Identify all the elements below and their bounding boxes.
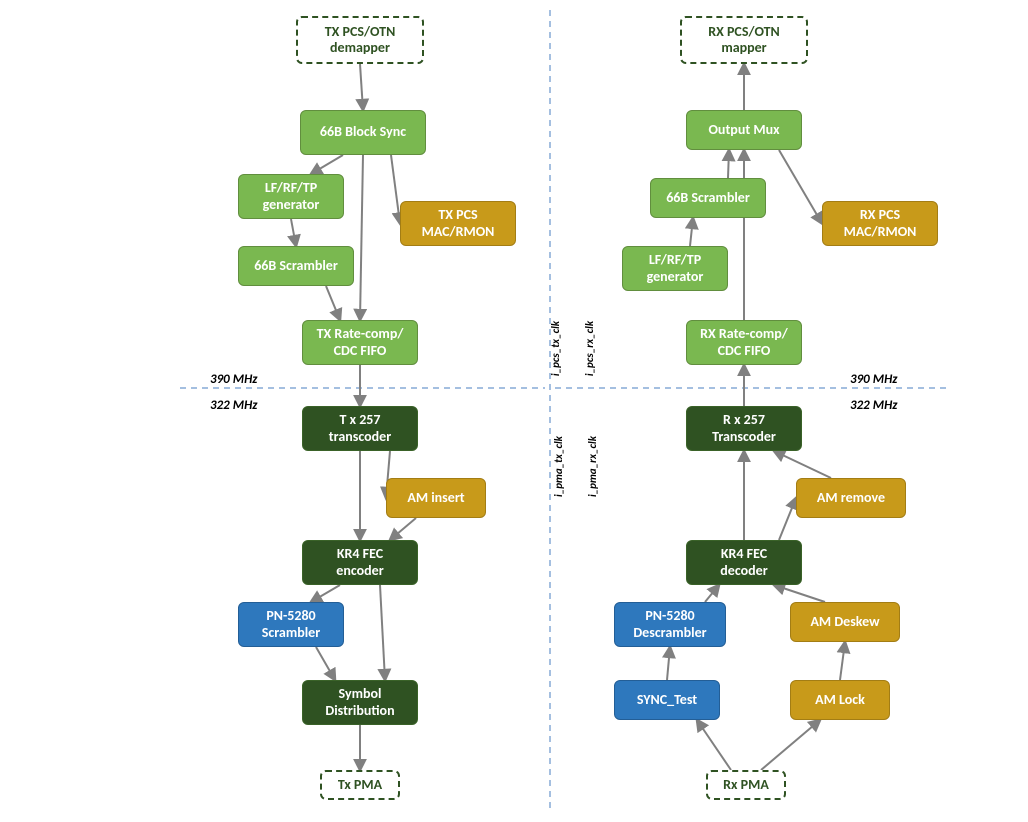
node-tx_macrmon: TX PCS MAC/RMON [400, 201, 516, 246]
edge-rx_lfgen-rx_66b_scr [690, 218, 693, 246]
edge-rx_pma-rx_amlock [761, 720, 820, 770]
node-rx_ratecomp: RX Rate-comp/ CDC FIFO [686, 320, 802, 365]
edge-tx_pn5280-tx_symdist [316, 647, 335, 680]
node-tx_pma: Tx PMA [320, 770, 400, 800]
clk-label: i_pma_tx_clk [552, 436, 565, 497]
node-rx_lfgen: LF/RF/TP generator [622, 246, 728, 291]
edge-tx_66b_scr-tx_ratecomp [326, 286, 340, 320]
clk-label: i_pcs_tx_clk [549, 321, 562, 376]
edge-rx_amremove-rx_transcoder [774, 451, 831, 478]
node-tx_66b_sync: 66B Block Sync [300, 110, 426, 155]
node-tx_lfgen: LF/RF/TP generator [238, 174, 344, 219]
freq-label: 390 MHz [850, 372, 897, 387]
freq-label: 390 MHz [210, 372, 257, 387]
node-rx_synctest: SYNC_Test [614, 680, 720, 720]
node-tx_demapper: TX PCS/OTN demapper [296, 16, 424, 64]
node-tx_kr4enc: KR4 FEC encoder [302, 540, 418, 585]
node-rx_amremove: AM remove [796, 478, 906, 518]
edge-tx_kr4enc-tx_symdist [380, 585, 385, 680]
edge-tx_aminsert-tx_kr4enc [390, 518, 416, 540]
node-rx_mapper: RX PCS/OTN mapper [680, 16, 808, 64]
node-rx_outmux: Output Mux [686, 110, 802, 150]
freq-label: 322 MHz [210, 398, 257, 413]
node-rx_kr4dec: KR4 FEC decoder [686, 540, 802, 585]
edge-rx_amdeskew-rx_kr4dec [774, 585, 825, 602]
edge-rx_kr4dec-rx_amremove [779, 498, 796, 540]
edge-tx_lfgen-tx_66b_scr [291, 219, 296, 246]
node-tx_pn5280: PN-5280 Scrambler [238, 602, 344, 647]
edge-rx_pma-rx_synctest [697, 720, 731, 770]
edge-tx_66b_sync-tx_ratecomp [360, 155, 363, 320]
diagram-stage: TX PCS/OTN demapper RX PCS/OTN mapper 66B … [0, 0, 1028, 822]
edge-rx_66b_scr-rx_outmux [728, 150, 729, 178]
node-rx_macrmon: RX PCS MAC/RMON [822, 201, 938, 246]
node-rx_amlock: AM Lock [790, 680, 890, 720]
node-tx_transcoder: T x 257 transcoder [302, 406, 418, 451]
edge-rx_pn5280-rx_kr4dec [705, 585, 719, 602]
node-rx_pn5280: PN-5280 Descrambler [614, 602, 726, 647]
node-rx_66b_scr: 66B Scrambler [650, 178, 766, 218]
node-rx_transcoder: R x 257 Transcoder [686, 406, 802, 451]
clk-label: i_pcs_rx_clk [583, 321, 596, 376]
edge-tx_kr4enc-tx_pn5280 [311, 585, 340, 602]
node-tx_ratecomp: TX Rate-comp/ CDC FIFO [302, 320, 418, 365]
edge-rx_outmux-rx_macrmon [779, 150, 822, 224]
node-tx_66b_scr: 66B Scrambler [238, 246, 354, 286]
freq-label: 322 MHz [850, 398, 897, 413]
node-tx_aminsert: AM insert [386, 478, 486, 518]
node-tx_symdist: Symbol Distribution [302, 680, 418, 725]
edge-rx_amlock-rx_amdeskew [840, 642, 845, 680]
node-rx_pma: Rx PMA [706, 770, 786, 800]
clk-label: i_pma_rx_clk [586, 436, 599, 497]
edge-tx_66b_sync-tx_lfgen [311, 155, 343, 174]
edge-tx_66b_sync-tx_macrmon [391, 155, 400, 224]
node-rx_amdeskew: AM Deskew [790, 602, 900, 642]
edge-rx_synctest-rx_pn5280 [667, 647, 670, 680]
edge-tx_demapper-tx_66b_sync [360, 64, 363, 110]
